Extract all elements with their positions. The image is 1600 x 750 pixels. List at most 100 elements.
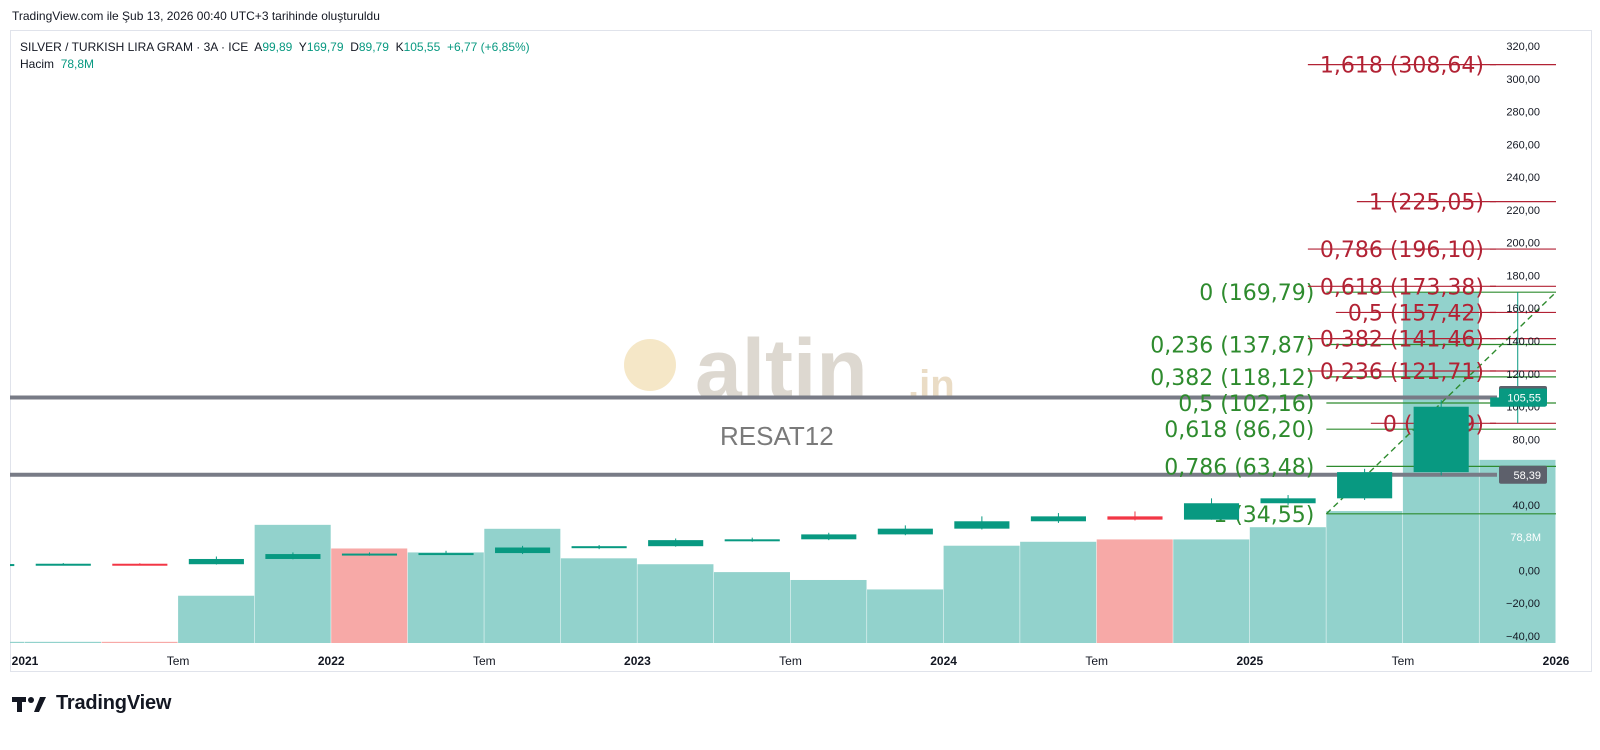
legend-ohlc-row: SILVER / TURKISH LIRA GRAM · 3A · ICE A9… (20, 39, 530, 56)
watermark-coin-icon (624, 339, 676, 391)
y-tick-label-5: 220,00 (1506, 205, 1540, 217)
volume-bar-12 (867, 589, 944, 643)
fib-extension-label-5: 0,382 (141,46) (1320, 328, 1484, 353)
x-tick-label-6: 2024 (930, 654, 957, 668)
volume-bar-3 (178, 595, 255, 643)
watermark-username: RESAT12 (720, 421, 834, 451)
x-tick-label-8: 2025 (1236, 654, 1263, 668)
fib-retracement-label-3: 0,5 (102,16) (1178, 392, 1314, 417)
fib-retracement-label-0: 0 (169,79) (1199, 281, 1314, 306)
price-tag-label-2: 58,39 (1513, 470, 1541, 482)
fib-retracement-label-5: 0,786 (63,48) (1164, 455, 1314, 480)
legend-low-value: 89,79 (358, 40, 389, 54)
legend-close-value: 105,55 (403, 40, 441, 54)
y-tick-label-9: 140,00 (1506, 336, 1540, 348)
y-tick-label-4: 240,00 (1506, 172, 1540, 184)
chart-frame (10, 30, 1592, 672)
x-tick-label-1: Tem (167, 654, 190, 668)
x-tick-label-5: Tem (779, 654, 802, 668)
legend-open-value: 99,89 (262, 40, 293, 54)
legend-high-value: 169,79 (306, 40, 344, 54)
candle-body-4 (265, 554, 321, 559)
volume-bar-15 (1096, 539, 1173, 643)
candle-body-2 (112, 563, 168, 566)
candle-body-6 (418, 553, 474, 556)
y-tick-label-0: 320,00 (1506, 41, 1540, 53)
y-tick-label-10: 120,00 (1506, 369, 1540, 381)
volume-bar-6 (407, 552, 484, 643)
price-tag-bg-3 (1499, 527, 1547, 546)
volume-bar-9 (637, 564, 714, 643)
candle-body-9 (648, 540, 704, 547)
candle-body-13 (954, 521, 1010, 529)
fib-extension-label-4: 0,5 (157,42) (1348, 301, 1484, 326)
price-chart[interactable]: altin .in RESAT12 0 (169,79) 0,236 (137,87)… (0, 0, 1600, 690)
legend-change-value: +6,77 (+6,85%) (446, 40, 530, 54)
y-tick-label-6: 200,00 (1506, 238, 1540, 250)
y-tick-label-16: 0,00 (1519, 565, 1540, 577)
fibonacci-drawings[interactable]: 0 (169,79)0,236 (137,87)0,382 (118,12)0,… (1150, 54, 1557, 528)
candle-body-18 (1337, 472, 1393, 499)
volume-bar-20 (1479, 459, 1556, 643)
volume-bar-10 (713, 572, 790, 643)
y-tick-label-12: 80,00 (1512, 434, 1540, 446)
fib-retracement-label-1: 0,236 (137,87) (1150, 333, 1314, 358)
fib-retracement-label-2: 0,382 (118,12) (1150, 366, 1314, 391)
chart-legend: SILVER / TURKISH LIRA GRAM · 3A · ICE A9… (20, 39, 530, 73)
candle-body-17 (1260, 498, 1316, 504)
volume-bar-13 (943, 545, 1020, 643)
volume-bar-17 (1249, 527, 1326, 643)
volume-bars (10, 292, 1556, 643)
candle-body-10 (724, 539, 780, 542)
price-tag-bg-2 (1499, 465, 1547, 484)
watermark-logo-text: altin (695, 322, 868, 416)
price-tag-label-3: 78,8M (1510, 532, 1541, 544)
legend-volume-label[interactable]: Hacim (20, 57, 55, 71)
y-tick-label-2: 280,00 (1506, 107, 1540, 119)
volume-bar-1 (25, 641, 102, 643)
legend-symbol[interactable]: SILVER / TURKISH LIRA GRAM · 3A · ICE (20, 40, 249, 54)
fib-extension-label-3: 0,618 (173,38) (1320, 275, 1484, 300)
watermark-logo-suffix: .in (908, 363, 955, 407)
legend-close-label: K (395, 40, 404, 54)
price-tag-bg-1 (1499, 388, 1547, 407)
candle-body-1 (35, 563, 91, 566)
candle-body-5 (341, 553, 398, 556)
x-tick-label-9: Tem (1392, 654, 1415, 668)
y-tick-label-17: −20,00 (1506, 598, 1540, 610)
volume-bar-4 (254, 524, 331, 643)
candle-body-7 (495, 547, 551, 554)
candle-body-14 (1030, 516, 1086, 522)
volume-bar-2 (101, 641, 178, 643)
volume-bar-18 (1326, 511, 1403, 643)
x-tick-label-7: Tem (1085, 654, 1108, 668)
volume-bar-16 (1173, 539, 1250, 643)
candle-body-8 (571, 546, 627, 549)
price-tag-label-1: 105,55 (1507, 392, 1541, 404)
time-axis[interactable]: 2021Tem2022Tem2023Tem2024Tem2025Tem2026T… (12, 654, 1600, 668)
candle-body-11 (801, 534, 857, 540)
volume-bar-0 (10, 641, 25, 643)
volume-bar-11 (790, 579, 867, 643)
fib-extension-label-0: 1,618 (308,64) (1320, 54, 1484, 79)
candle-body-12 (877, 528, 933, 535)
legend-volume-row: Hacim 78,8M (20, 56, 530, 73)
candle-body-19 (1413, 406, 1469, 473)
y-tick-label-14: 40,00 (1512, 500, 1540, 512)
watermark: altin .in RESAT12 (624, 322, 955, 451)
y-tick-label-7: 180,00 (1506, 270, 1540, 282)
legend-open-label: A (254, 40, 263, 54)
x-tick-label-2: 2022 (318, 654, 345, 668)
tradingview-wordmark: TradingView (56, 692, 172, 714)
x-tick-label-3: Tem (473, 654, 496, 668)
y-tick-label-8: 160,00 (1506, 303, 1540, 315)
x-tick-label-0: 2021 (12, 654, 39, 668)
tradingview-logo-icon (12, 696, 46, 712)
volume-bar-5 (331, 548, 408, 643)
legend-low-label: D (350, 40, 359, 54)
volume-bar-14 (1020, 541, 1097, 643)
fib-extension-label-6: 0,236 (121,71) (1320, 360, 1484, 385)
horizontal-lines[interactable] (10, 395, 1497, 477)
tradingview-brand[interactable]: TradingView (12, 692, 171, 715)
